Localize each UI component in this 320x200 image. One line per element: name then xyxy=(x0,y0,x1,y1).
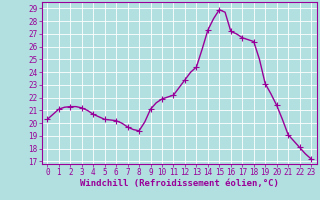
X-axis label: Windchill (Refroidissement éolien,°C): Windchill (Refroidissement éolien,°C) xyxy=(80,179,279,188)
